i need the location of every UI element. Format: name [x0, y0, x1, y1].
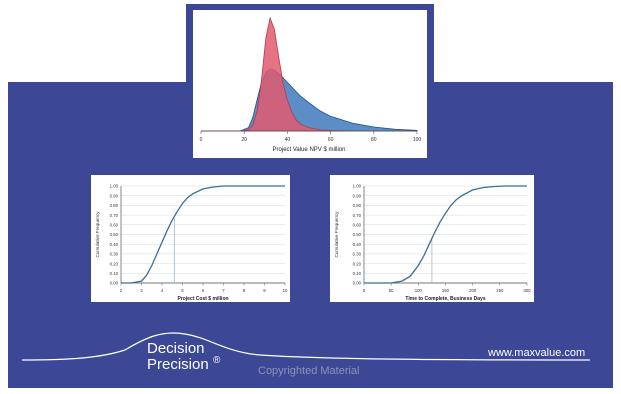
y-axis-title: Cumulative Frequency [334, 211, 339, 258]
website-link[interactable]: www.maxvalue.com [488, 347, 586, 359]
y-tick-label: 1.00 [353, 184, 362, 189]
y-tick-label: 0.80 [110, 203, 119, 208]
registered-mark: ® [213, 355, 221, 366]
y-axis-title: Cumulative Frequency [95, 211, 100, 258]
y-tick-label: 0.50 [110, 232, 119, 237]
y-tick-label: 0.20 [110, 261, 119, 266]
y-tick-label: 0.70 [110, 213, 119, 218]
x-tick-label: 6 [202, 288, 205, 293]
x-tick-label: 10 [283, 288, 288, 293]
time-to-complete-chart: 0.00 0.10 0.20 0.30 0.40 0.50 0.60 0.70 0.80 0.90… [330, 175, 534, 302]
x-tick-label: 20 [241, 137, 247, 143]
y-tick-label: 0.00 [110, 281, 119, 286]
x-tick-label: 5 [181, 288, 184, 293]
time-to-complete-svg: 0.00 0.10 0.20 0.30 0.40 0.50 0.60 0.70 0.80 0.90… [334, 184, 531, 302]
x-axis-title: Project Value NPV $ million [273, 147, 346, 153]
x-tick-label: 200 [469, 288, 477, 293]
project-cost-svg: 0.00 0.10 0.20 0.30 0.40 0.50 0.60 0.70 0.80 0.90… [95, 184, 288, 302]
npv-distribution-chart: 0 20 40 60 80 100 Project Value NPV $ million [193, 10, 427, 158]
x-tick-label: 9 [263, 288, 266, 293]
cumulative-curve [364, 185, 527, 284]
x-tick-label: 8 [243, 288, 246, 293]
y-tick-label: 0.30 [353, 252, 362, 257]
y-tick-label: 0.10 [110, 271, 119, 276]
distribution-series-1 [201, 68, 418, 132]
x-tick-label: 0 [200, 137, 203, 143]
x-tick-label: 50 [389, 288, 394, 293]
y-tick-label: 0.30 [110, 252, 119, 257]
npv-distribution-svg: 0 20 40 60 80 100 Project Value NPV $ million [200, 16, 422, 153]
y-tick-label: 0.90 [110, 193, 119, 198]
y-tick-label: 0.80 [353, 203, 362, 208]
brand-name-line2: Precision [147, 356, 209, 373]
y-tick-label: 0.60 [110, 223, 119, 228]
x-tick-label: 4 [161, 288, 164, 293]
copyright-notice: Copyrighted Material [258, 365, 360, 377]
y-tick-label: 0.60 [353, 223, 362, 228]
project-cost-chart: 0.00 0.10 0.20 0.30 0.40 0.50 0.60 0.70 0.80 0.90… [91, 175, 290, 302]
x-tick-label: 2 [120, 288, 123, 293]
x-tick-label: 3 [140, 288, 143, 293]
x-tick-label: 250 [496, 288, 504, 293]
cumulative-curve [121, 185, 285, 284]
y-tick-label: 0.70 [353, 213, 362, 218]
x-axis-title: Time to Complete, Business Days [405, 296, 485, 302]
brand-name: Decision Precision [147, 341, 209, 373]
y-tick-label: 0.20 [353, 261, 362, 266]
x-tick-label: 100 [413, 137, 422, 143]
x-tick-label: 40 [285, 137, 291, 143]
y-tick-label: 0.10 [353, 271, 362, 276]
x-tick-label: 300 [523, 288, 531, 293]
x-tick-label: 100 [415, 288, 423, 293]
y-tick-label: 0.40 [353, 242, 362, 247]
x-tick-label: 150 [442, 288, 450, 293]
x-axis-title: Project Cost $ million [177, 296, 228, 302]
y-tick-label: 0.50 [353, 232, 362, 237]
x-tick-label: 60 [328, 137, 334, 143]
y-tick-label: 1.00 [110, 184, 119, 189]
y-tick-label: 0.40 [110, 242, 119, 247]
y-tick-label: 0.90 [353, 193, 362, 198]
x-tick-label: 7 [222, 288, 225, 293]
brand-name-line1: Decision [147, 340, 205, 357]
y-tick-label: 0.00 [353, 281, 362, 286]
x-tick-label: 80 [371, 137, 377, 143]
x-tick-label: 0 [363, 288, 366, 293]
